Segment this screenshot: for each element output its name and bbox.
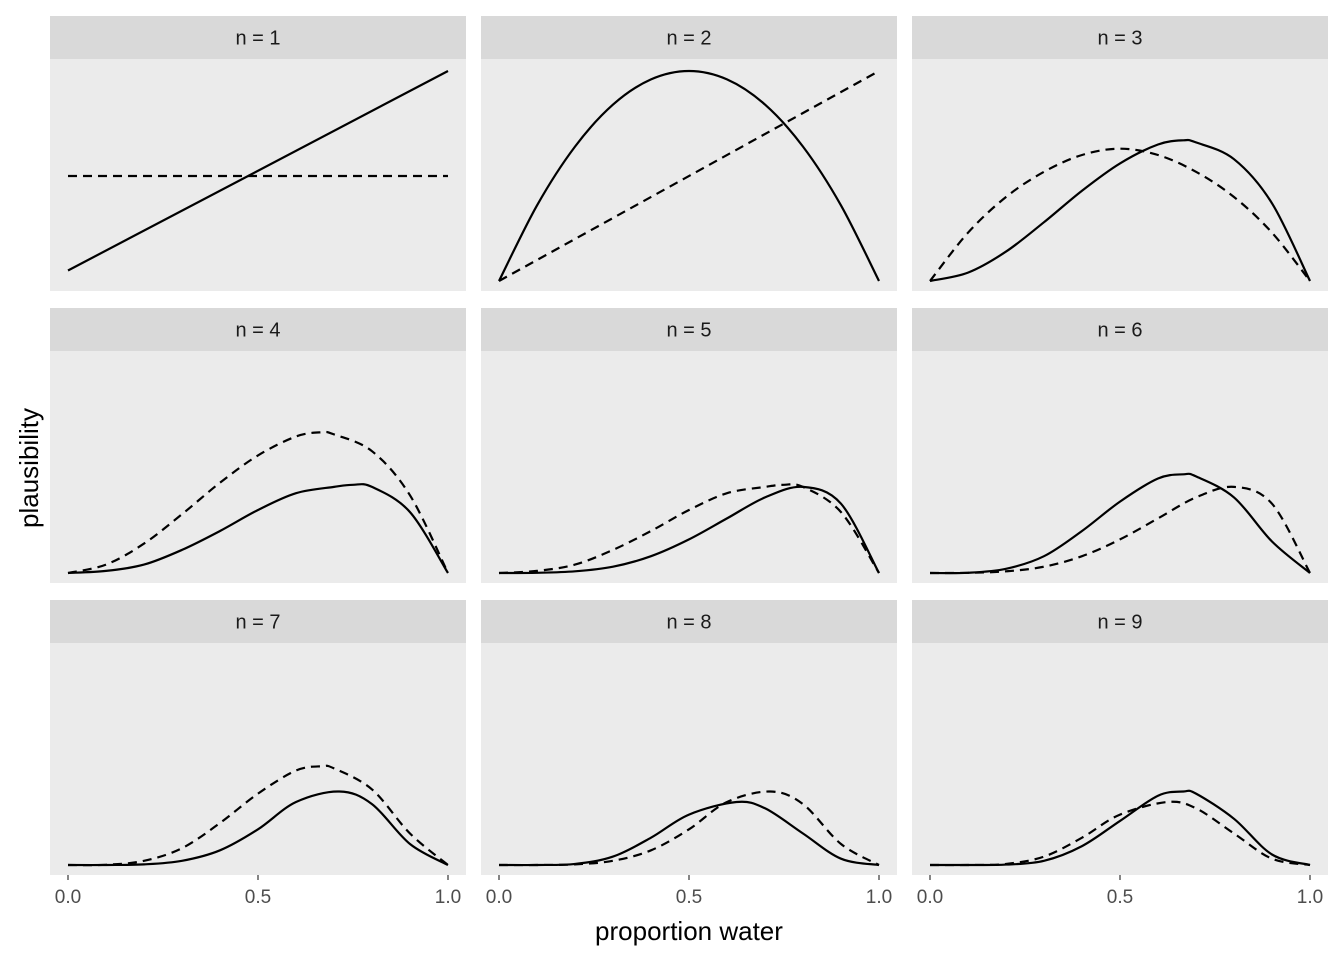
panel-background bbox=[50, 351, 466, 583]
facet-panel: n = 2 bbox=[481, 16, 897, 291]
facet-strip-label: n = 6 bbox=[1097, 320, 1142, 342]
facet-panel: n = 9 0.0 0.5 1.0 bbox=[912, 600, 1328, 908]
facet-strip-label: n = 1 bbox=[235, 28, 280, 50]
facet-strip-label: n = 4 bbox=[235, 320, 280, 342]
facet-panel: n = 1 bbox=[50, 16, 466, 291]
solid-curve bbox=[929, 138, 1311, 283]
facet-strip bbox=[50, 16, 466, 59]
solid-curve bbox=[67, 790, 449, 867]
facet-strip bbox=[912, 308, 1328, 351]
facet-strip bbox=[50, 600, 466, 643]
facet-panels: n = 1 n = 2 n = 3 n = 4 n = 5 n = 6 n = 7 0.0 0.… bbox=[50, 16, 1328, 908]
x-tick-label: 0.0 bbox=[55, 887, 81, 908]
dashed-curve bbox=[929, 485, 1311, 575]
x-tick-label: 1.0 bbox=[1297, 887, 1323, 908]
facet-strip bbox=[50, 308, 466, 351]
panel-background bbox=[481, 643, 897, 875]
panel-background bbox=[912, 59, 1328, 291]
facet-strip bbox=[912, 600, 1328, 643]
x-tick-label: 1.0 bbox=[866, 887, 892, 908]
x-tick-label: 0.5 bbox=[245, 887, 271, 908]
panel-background bbox=[912, 351, 1328, 583]
facet-strip-label: n = 2 bbox=[666, 28, 711, 50]
solid-curve bbox=[929, 472, 1311, 575]
solid-curve bbox=[67, 70, 449, 272]
x-axis-title: proportion water bbox=[595, 916, 783, 946]
dashed-curve bbox=[498, 790, 880, 867]
facet-panel: n = 4 bbox=[50, 308, 466, 583]
solid-curve bbox=[498, 69, 880, 282]
panel-background bbox=[481, 351, 897, 583]
dashed-curve bbox=[498, 483, 880, 575]
solid-curve bbox=[929, 789, 1311, 867]
x-tick-label: 0.0 bbox=[486, 887, 512, 908]
dashed-curve bbox=[929, 147, 1311, 282]
x-tick-label: 0.5 bbox=[676, 887, 702, 908]
facet-strip bbox=[912, 16, 1328, 59]
panel-background bbox=[50, 643, 466, 875]
facet-strip bbox=[481, 600, 897, 643]
dashed-curve bbox=[498, 70, 880, 282]
facet-panel: n = 5 bbox=[481, 308, 897, 583]
dashed-curve bbox=[929, 800, 1311, 867]
facet-strip-label: n = 7 bbox=[235, 612, 280, 634]
x-tick-label: 0.0 bbox=[917, 887, 943, 908]
dashed-curve bbox=[67, 764, 449, 867]
facet-panel: n = 8 0.0 0.5 1.0 bbox=[481, 600, 897, 908]
x-tick-label: 1.0 bbox=[435, 887, 461, 908]
solid-curve bbox=[498, 485, 880, 575]
facet-panel: n = 3 bbox=[912, 16, 1328, 291]
x-tick-label: 0.5 bbox=[1107, 887, 1133, 908]
facet-strip bbox=[481, 308, 897, 351]
panel-background bbox=[912, 643, 1328, 875]
solid-curve bbox=[67, 483, 449, 575]
facet-strip-label: n = 3 bbox=[1097, 28, 1142, 50]
y-axis-title: plausibility bbox=[14, 408, 44, 528]
dashed-curve bbox=[67, 430, 449, 575]
facet-strip-label: n = 9 bbox=[1097, 612, 1142, 634]
facet-panel: n = 7 0.0 0.5 1.0 bbox=[50, 600, 466, 908]
facet-panel: n = 6 bbox=[912, 308, 1328, 583]
facet-strip bbox=[481, 16, 897, 59]
facet-strip-label: n = 5 bbox=[666, 320, 711, 342]
facet-strip-label: n = 8 bbox=[666, 612, 711, 634]
